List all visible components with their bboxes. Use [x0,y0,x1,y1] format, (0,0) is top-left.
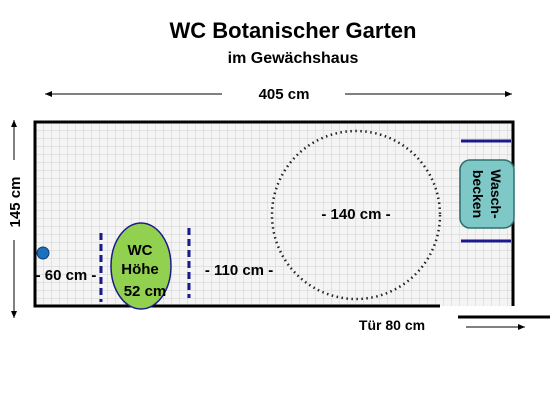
width-dimension-label: 405 cm [259,86,310,103]
wc-left-clearance-label: - 60 cm - [36,267,97,284]
wc-right-clearance-label: - 110 cm - [205,262,273,279]
page-subtitle: im Gewächshaus [228,50,359,67]
turning-circle-label: - 140 cm - [321,206,390,223]
call-button [36,246,50,260]
page-title: WC Botanischer Garten [170,18,417,43]
turning-circle [270,129,442,301]
sink-label-line2: becken [470,170,486,218]
sink-label-line1: Wasch- [488,169,504,219]
door-label: Tür 80 cm [359,317,425,333]
wc-label: WC [128,242,153,259]
height-dimension-label: 145 cm [7,177,24,228]
wc-height-value: 52 cm [124,283,167,300]
wc-height-label: Höhe [121,261,159,278]
wc-toilet [110,222,172,310]
sink [459,159,515,229]
room-floor [35,122,513,306]
